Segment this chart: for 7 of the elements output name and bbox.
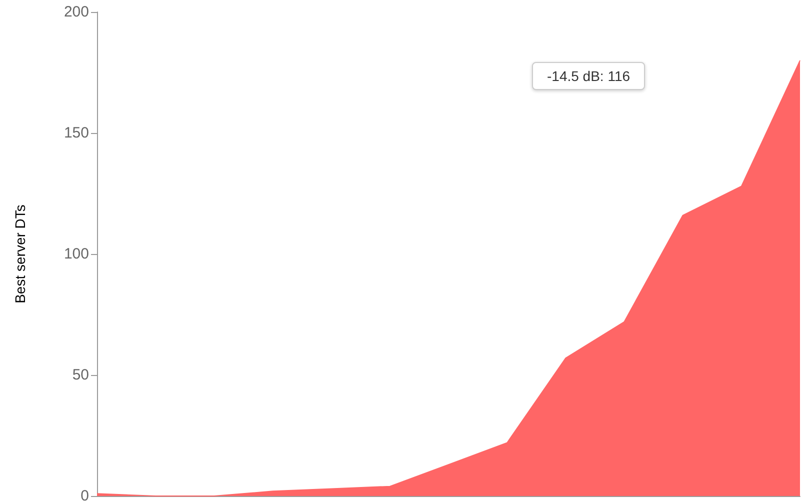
y-tick-label: 150 xyxy=(64,124,89,142)
y-tick-label: 200 xyxy=(64,4,89,20)
y-tick-label: 50 xyxy=(72,366,89,384)
y-axis-title: Best server DTs xyxy=(12,204,28,304)
y-tick-label: 0 xyxy=(80,488,89,504)
y-tick-label: 100 xyxy=(64,246,89,262)
annotation: -14.5 dB: 116 xyxy=(532,62,646,90)
